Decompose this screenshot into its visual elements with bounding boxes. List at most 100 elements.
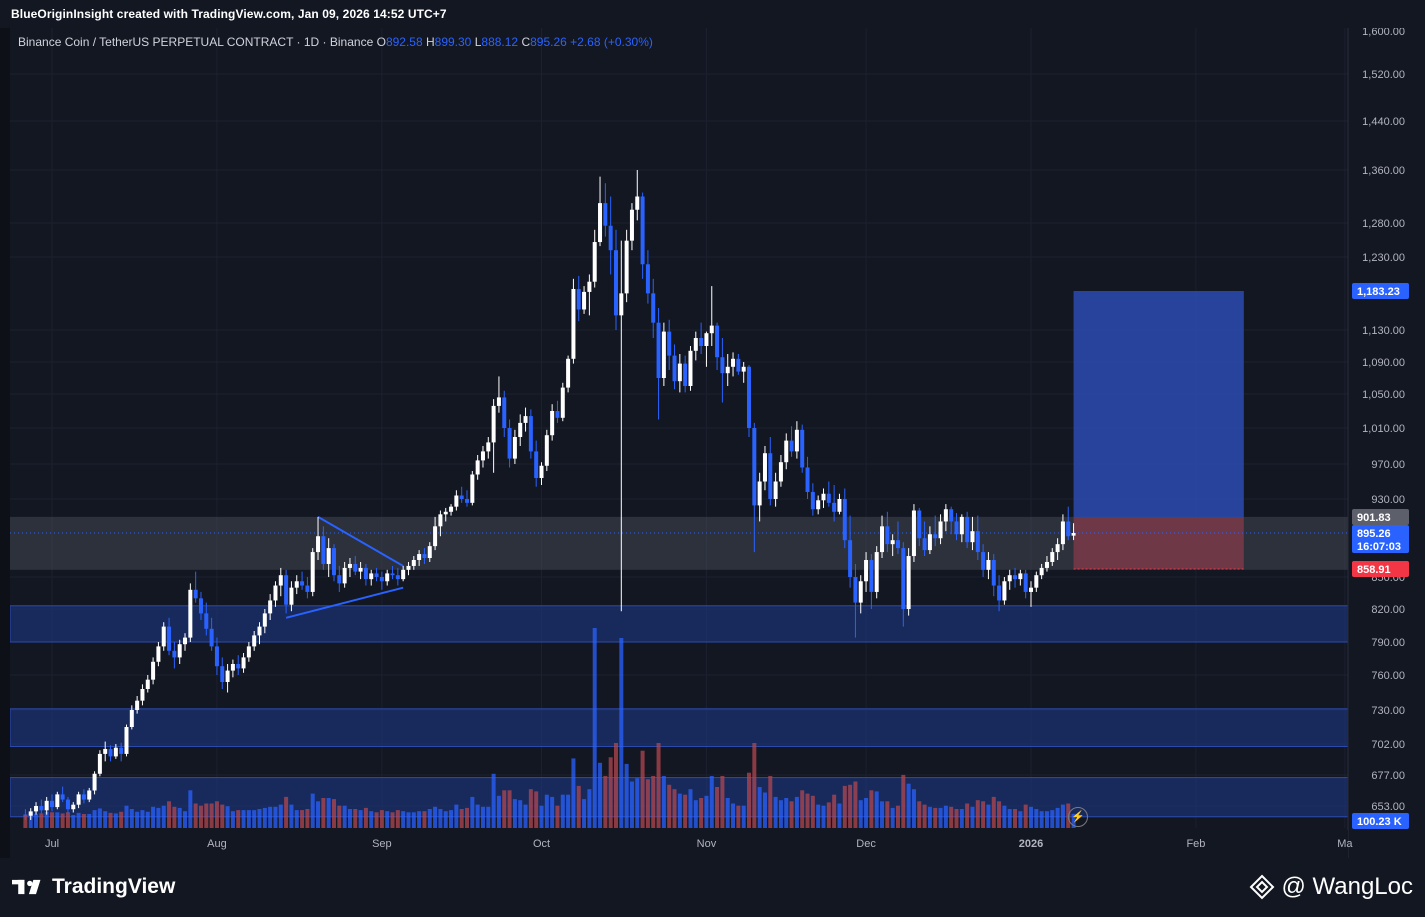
y-tick-label: 730.00 [1371,705,1405,717]
price-tag-entry [1352,509,1409,525]
volume-bar [683,794,688,828]
candle-body [874,552,879,592]
candle-body [784,440,789,463]
tradingview-logo[interactable]: TradingView [12,875,175,899]
candle-body [183,637,188,645]
candle-body [949,509,954,522]
candle-body [901,548,906,609]
volume-bar [108,812,113,828]
candle-body [731,358,736,367]
candle-body [1039,567,1044,576]
volume-bar [927,806,932,828]
volume-bar [1060,804,1065,828]
volume-bar [278,804,283,828]
candle-body [108,748,113,757]
volume-bar [385,811,390,828]
volume-bar [268,806,273,828]
volume-bar [161,805,166,828]
volume-bar [725,798,730,828]
header-bar: BlueOriginInsight created with TradingVi… [0,0,1425,28]
y-tick-label: 1,090.00 [1362,357,1405,369]
candle-body [715,325,720,358]
candle-body [1034,575,1039,588]
volume-bar [842,785,847,828]
volume-bar [981,801,986,828]
volume-bar [603,776,608,828]
volume-bar [433,806,438,828]
volume-bar [273,806,278,828]
volume-bar [151,806,156,828]
volume-bar [183,811,188,828]
candle-body [151,661,156,680]
candle-body [87,790,92,800]
candle-body [294,581,299,588]
price-chart[interactable]: 1,600.00 1,520.00 1,440.00 1,360.00 1,280.00… [10,28,1425,858]
candle-body [635,196,640,210]
candle-body [119,747,124,754]
legend-change: +2.68 (+0.30%) [570,35,653,49]
y-tick-label: 1,360.00 [1362,165,1405,177]
volume-bar [241,810,246,828]
volume-bar [699,798,704,828]
candle-body [71,804,76,810]
candle-body [28,811,33,816]
tradingview-logo-icon [12,879,41,895]
candle-body [65,799,70,810]
volume-bar [816,804,821,828]
volume-bar [986,804,991,828]
volume-bar [826,802,831,828]
volume-bar [140,810,145,828]
volume-bar [720,776,725,828]
volume-bar [832,794,837,828]
candle-body [582,291,587,310]
volume-bar [858,800,863,828]
volume-bar [50,812,54,828]
candle-body [230,664,235,671]
volume-bar [209,803,214,828]
volume-bar [715,787,720,828]
volume-bar [60,813,65,828]
candle-body [645,264,650,294]
candle-body [656,322,661,378]
candle-body [757,481,762,506]
volume-bar [103,811,108,828]
candle-body [443,511,448,515]
volume-bar [379,810,384,828]
candle-body [310,552,315,592]
candle-body [826,493,831,503]
volume-bar [145,811,150,828]
legend-high-label: H [425,35,435,49]
candle-body [933,534,938,539]
candle-body [300,581,305,586]
volume-bar [496,795,501,828]
volume-bar [922,804,927,828]
volume-bar [895,805,900,828]
chart-area[interactable]: 1,600.00 1,520.00 1,440.00 1,360.00 1,280.00… [10,28,1425,858]
candle-body [39,806,44,811]
volume-bar [156,807,161,828]
x-tick-label: Aug [207,838,227,850]
author-watermark: @ WangLoc [1249,873,1413,901]
volume-bar [762,792,767,828]
volume-bar [810,795,815,828]
candle-body [539,465,544,478]
volume-bar [172,806,177,828]
candle-body [672,355,677,382]
volume-bar [119,811,124,828]
price-tag-label: 1,183.23 [1357,286,1400,298]
volume-bar [688,789,693,828]
candle-body [603,203,608,226]
candle-body [1060,521,1065,545]
candle-body [683,363,688,386]
candle-body [528,416,533,452]
candle-body [326,548,331,564]
header-text: BlueOriginInsight created with TradingVi… [11,7,447,21]
x-tick-label: Feb [1186,838,1205,850]
candle-body [246,646,251,658]
y-tick-label: 1,600.00 [1362,28,1405,38]
candle-body [316,536,321,553]
lightning-icon[interactable]: ⚡ [1068,807,1088,827]
candle-body [805,467,810,492]
volume-bar [369,811,374,828]
time-axis [10,830,1348,858]
